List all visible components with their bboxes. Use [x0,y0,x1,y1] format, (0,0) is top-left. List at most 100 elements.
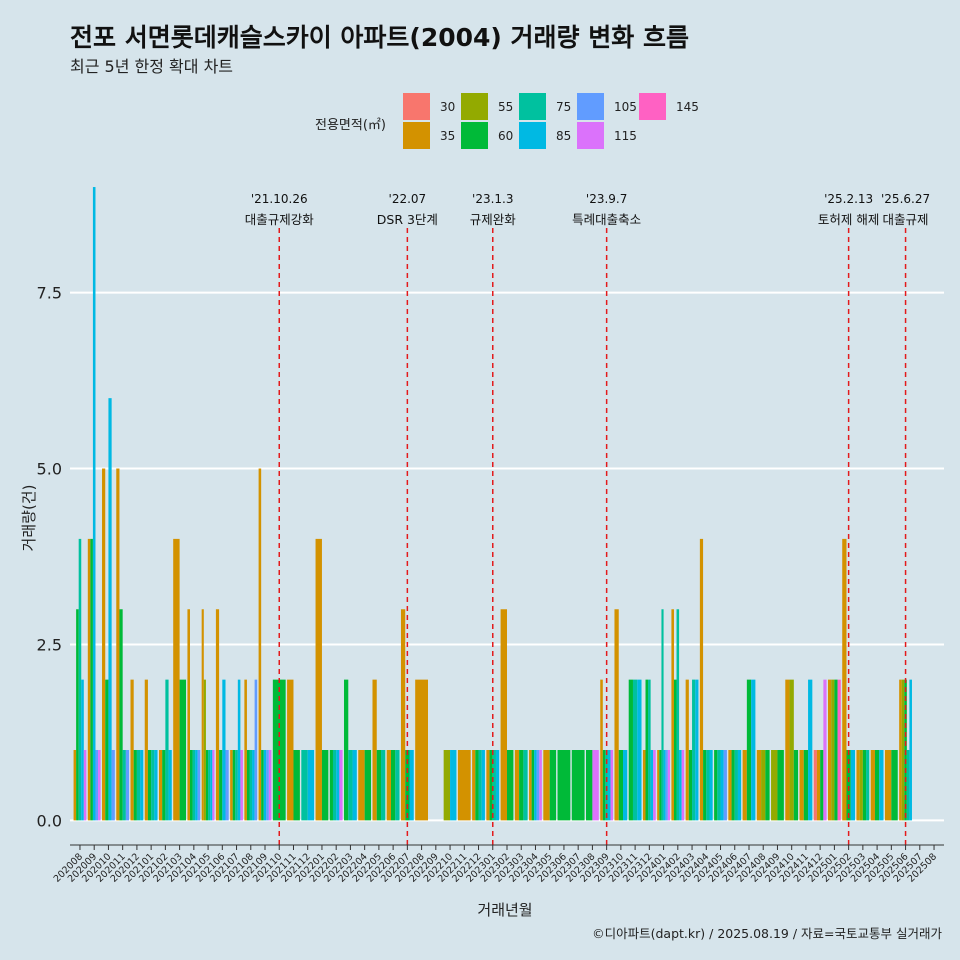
bar-202405-75 [717,750,721,821]
bar-202504-35 [870,750,875,821]
bar-202409-55 [771,750,778,821]
bar-202102-85 [168,750,172,821]
bar-202402-85 [679,750,682,821]
bar-202009-60 [90,538,93,821]
bar-202107-35 [230,750,233,821]
bar-202010-105 [111,750,115,821]
bar-202105-35 [201,609,204,821]
bar-202403-85 [695,679,699,821]
bar-202304-115 [539,750,542,821]
bar-202501-60 [834,679,838,821]
bar-202109-85 [263,750,267,821]
bar-202202-85 [336,750,340,821]
bar-202109-60 [261,750,264,821]
bar-202304-105 [536,750,540,821]
bar-202112-85 [307,750,315,821]
bar-202011-105 [125,750,130,821]
bar-202402-60 [673,679,677,821]
legend-swatch [519,122,546,149]
bar-202404-75 [706,750,710,821]
bar-202504-85 [879,750,884,821]
bar-202210-85 [450,750,457,821]
bar-202108-75 [249,750,253,821]
bar-202407-85 [751,679,756,821]
bar-202008-35 [73,750,77,821]
bar-202402-115 [681,750,685,821]
bar-202301-35 [486,750,490,821]
bar-202308-115 [592,750,599,821]
x-axis-title: 거래년월 [477,901,532,919]
bar-202301-60 [489,750,493,821]
bar-202402-35 [671,609,674,821]
gridlines [70,291,944,822]
bar-202412-30 [813,750,817,821]
bar-202108-60 [246,750,250,821]
bar-202411-60 [803,750,809,821]
page-title: 전포 서면롯데캐슬스카이 아파트(2004) 거래량 변화 흐름 [70,23,689,52]
bar-202107-75 [235,750,238,821]
bar-202105-75 [208,750,211,821]
bar-202412-60 [820,750,824,821]
legend-label: 30 [440,100,456,114]
bar-202311-75 [632,679,638,821]
event-date: '25.6.27 [881,192,930,206]
legend-swatch [461,93,488,120]
event-date: '22.07 [389,192,427,206]
bar-202204-35 [358,750,365,821]
bar-202212-75 [478,750,482,821]
event-label: DSR 3단계 [377,212,438,227]
bar-202410-55 [789,679,794,821]
bar-202111-35 [287,679,294,821]
bar-202107-60 [232,750,236,821]
bar-202403-75 [692,679,696,821]
bar-202409-60 [777,750,784,821]
bar-202503-75 [866,750,870,821]
bar-202506-85 [909,679,912,821]
bar-202311-85 [637,679,642,821]
bar-202404-60 [703,750,707,821]
bar-202108-35 [244,679,247,821]
bar-202204-60 [364,750,372,821]
bar-202008-75 [78,538,82,821]
bar-202501-55 [831,679,835,821]
bar-202312-35 [642,750,646,821]
bar-202309-60 [602,750,606,821]
bar-202109-35 [258,468,262,821]
bar-202305-60 [549,750,557,821]
legend-label: 105 [614,100,637,114]
bar-202210-55 [443,750,451,821]
bar-202401-35 [657,750,660,821]
bar-202312-85 [650,750,654,821]
bar-202009-85 [92,187,96,821]
bar-202501-35 [827,679,832,821]
bar-202106-35 [215,609,220,821]
bar-202506-75 [906,750,910,821]
bar-202206-35 [386,750,391,821]
bar-202404-35 [699,538,704,821]
bar-202406-60 [731,750,735,821]
bar-202502-85 [850,750,856,821]
bar-202312-115 [653,750,656,821]
bar-202306-60 [557,750,571,821]
bar-202303-35 [514,750,520,821]
bar-202111-60 [293,750,300,821]
bar-202103-60 [179,679,187,821]
bar-202401-75 [661,609,664,821]
bar-202405-85 [720,750,724,821]
bar-202012-60 [133,750,137,821]
bar-202407-60 [746,679,752,821]
bar-202108-85 [252,750,255,821]
event-lines: '21.10.26 대출규제강화 '22.07 DSR 3단계 '23.1.3 규제완화 '… [245,192,930,845]
bar-202410-60 [793,750,799,821]
bar-202212-85 [481,750,485,821]
bar-202312-60 [645,679,649,821]
bar-202212-60 [475,750,479,821]
legend-label: 85 [556,129,572,143]
bar-202202-60 [329,750,333,821]
bar-202206-75 [395,750,400,821]
bar-202309-75 [605,750,608,821]
event-label: 토허제 해제 [818,212,879,227]
bar-202010-35 [102,468,106,821]
bar-202207-60 [405,750,410,821]
